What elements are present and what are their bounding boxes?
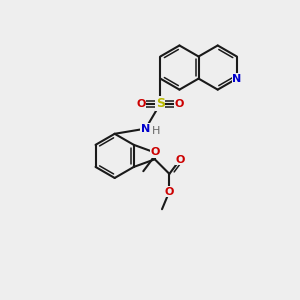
Text: H: H bbox=[152, 126, 160, 136]
Text: N: N bbox=[232, 74, 242, 84]
Text: O: O bbox=[175, 99, 184, 109]
Text: O: O bbox=[150, 148, 160, 158]
Text: S: S bbox=[156, 97, 165, 110]
Text: O: O bbox=[165, 187, 174, 196]
Text: O: O bbox=[175, 155, 185, 165]
Text: O: O bbox=[136, 99, 146, 109]
Text: N: N bbox=[141, 124, 150, 134]
